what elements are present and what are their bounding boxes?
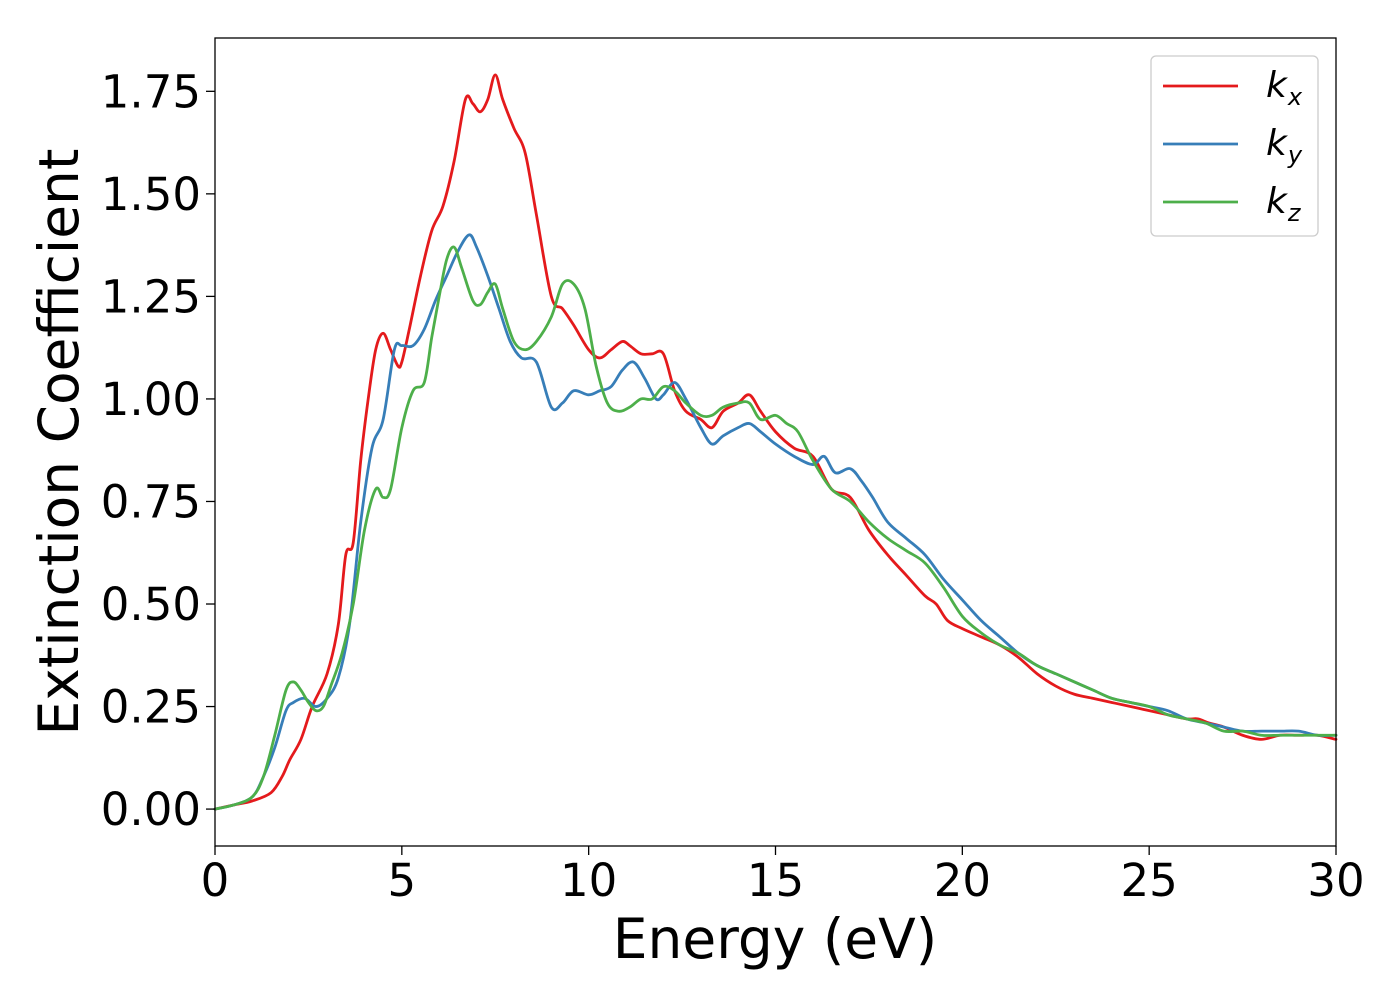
y-tick-label: 0.25 [101,681,201,734]
y-tick-label: 0.75 [101,475,201,528]
y-tick-label: 1.75 [101,65,201,118]
series-line-x [213,73,1338,811]
y-tick-label: 1.50 [101,168,201,221]
x-tick-label: 10 [560,854,617,907]
legend-box [1150,55,1319,237]
y-axis-label: Extinction Coefficient [27,149,91,736]
x-tick-label: 5 [388,854,417,907]
y-tick-label: 1.25 [101,270,201,323]
x-tick-label: 15 [747,854,804,907]
y-tick-label: 0.00 [101,783,201,836]
x-axis-ticks: 0 5 10 15 20 25 30 [201,846,1365,907]
x-axis-label: Energy (eV) [613,907,937,971]
x-tick-label: 0 [201,854,230,907]
series-layer [213,73,1338,811]
x-tick-label: 20 [934,854,991,907]
legend-label-y: ky [1266,123,1303,169]
y-tick-label: 1.00 [101,373,201,426]
x-tick-label: 30 [1307,854,1364,907]
series-line-z [213,245,1338,811]
x-tick-label: 25 [1121,854,1178,907]
y-axis-ticks: 0.00 0.25 0.50 0.75 1.00 1.25 1.50 1.75 [101,65,215,836]
y-tick-label: 0.50 [101,578,201,631]
